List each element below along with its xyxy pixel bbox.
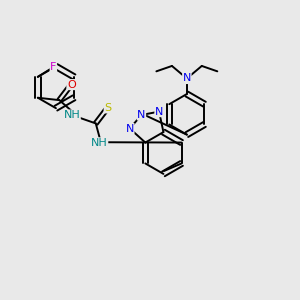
Text: O: O xyxy=(67,80,76,90)
Text: S: S xyxy=(104,103,111,113)
Text: N: N xyxy=(126,124,134,134)
Text: NH: NH xyxy=(64,110,80,120)
Text: N: N xyxy=(183,74,191,83)
Text: N: N xyxy=(155,106,163,117)
Text: NH: NH xyxy=(91,138,108,148)
Text: N: N xyxy=(137,110,146,120)
Text: F: F xyxy=(50,62,57,72)
